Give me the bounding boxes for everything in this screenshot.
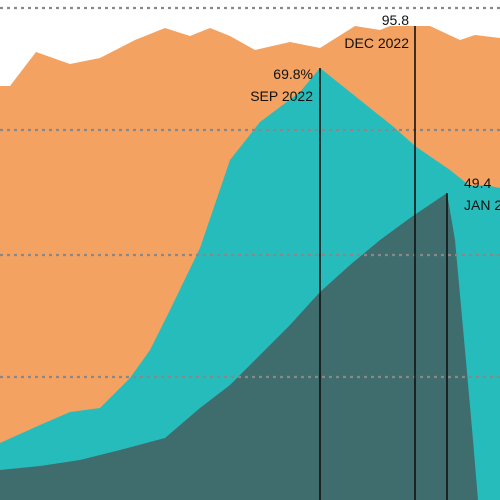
annotation-value-jan: 49.4 <box>464 175 491 191</box>
annotation-value-dec-2022: 95.8 <box>382 12 409 28</box>
annotations: 69.8% SEP 2022 95.8 DEC 2022 49.4 JAN 20 <box>250 12 500 500</box>
annotation-period-sep-2022: SEP 2022 <box>250 88 313 104</box>
annotation-value-sep-2022: 69.8% <box>273 66 313 82</box>
annotation-period-jan: JAN 20 <box>464 197 500 213</box>
annotation-period-dec-2022: DEC 2022 <box>344 35 409 51</box>
area-layer <box>0 26 500 500</box>
area-dark <box>0 193 478 500</box>
